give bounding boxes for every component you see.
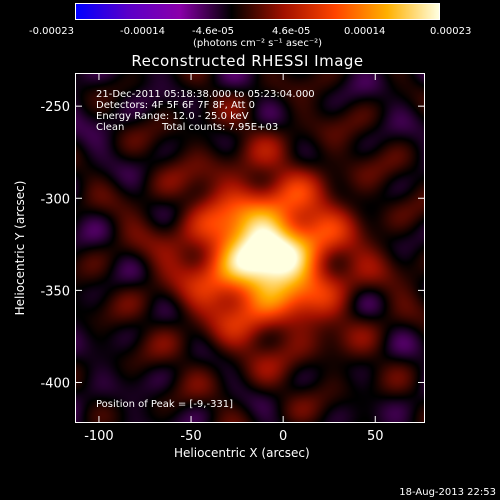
y-tick-label: -400	[40, 376, 70, 391]
y-tick-label: -300	[40, 192, 70, 207]
colorbar-tick-label: -0.00014	[120, 26, 165, 37]
y-axis-label: Heliocentric Y (arcsec)	[13, 180, 27, 316]
detectors-annotation: Detectors: 4F 5F 6F 7F 8F, Att 0	[96, 100, 256, 111]
colorbar-tick-label: 0.00023	[430, 26, 472, 37]
colorbar-tick-label: 4.6e-05	[272, 26, 311, 37]
peak-position-annotation: Position of Peak = [-9,-331]	[96, 399, 234, 410]
colorbar-tick-label: 0.00014	[344, 26, 386, 37]
y-tick-label: -350	[40, 284, 70, 299]
x-tick-label: -50	[180, 429, 201, 444]
total-counts-annotation: Total counts: 7.95E+03	[162, 122, 279, 133]
heatmap-image	[76, 74, 424, 422]
x-axis-label: Heliocentric X (arcsec)	[174, 446, 310, 460]
x-tick-label: 50	[367, 429, 384, 444]
y-tick-label: -250	[40, 100, 70, 115]
footer-date: 18-Aug-2013 22:53	[399, 487, 496, 498]
time-range-annotation: 21-Dec-2011 05:18:38.000 to 05:23:04.000	[96, 89, 315, 100]
colorbar-tick-label: -0.00023	[29, 26, 74, 37]
x-tick-label: 0	[279, 429, 287, 444]
energy-range-annotation: Energy Range: 12.0 - 25.0 keV	[96, 111, 249, 122]
x-tick-label: -100	[84, 429, 114, 444]
algorithm-annotation: Clean	[96, 122, 125, 133]
colorbar-tick-label: -4.6e-05	[192, 26, 234, 37]
colorbar-unit-label: (photons cm⁻² s⁻¹ asec⁻²)	[192, 38, 323, 49]
chart-title: Reconstructed RHESSI Image	[131, 52, 364, 70]
colorbar-gradient	[75, 3, 440, 20]
plot-area: 21-Dec-2011 05:18:38.000 to 05:23:04.000…	[75, 73, 425, 423]
